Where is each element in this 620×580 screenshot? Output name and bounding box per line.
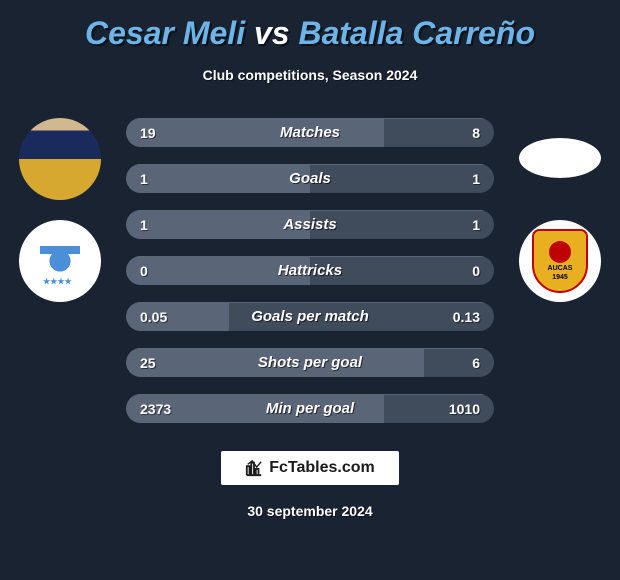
stat-row: 2373 Min per goal 1010: [126, 394, 494, 423]
right-badges: AUCAS 1945: [500, 118, 620, 302]
stat-row: 25 Shots per goal 6: [126, 348, 494, 377]
date-text: 30 september 2024: [247, 503, 372, 519]
bar-fill-left: [126, 118, 384, 147]
stat-label: Goals per match: [251, 308, 369, 325]
player2-avatar: [519, 138, 601, 178]
fctables-logo: FcTables.com: [221, 451, 399, 485]
stat-row: 0 Hattricks 0: [126, 256, 494, 285]
player2-club-badge: AUCAS 1945: [519, 220, 601, 302]
stat-value-left: 1: [140, 217, 148, 233]
stat-label: Min per goal: [266, 400, 354, 417]
stat-label: Hattricks: [278, 262, 342, 279]
player1-name: Cesar Meli: [85, 15, 245, 51]
stat-value-left: 2373: [140, 401, 171, 417]
stat-value-right: 6: [472, 355, 480, 371]
stat-label: Goals: [289, 170, 331, 187]
bar-fill-left: [126, 164, 310, 193]
stat-value-right: 1: [472, 171, 480, 187]
stat-label: Assists: [283, 216, 336, 233]
fctables-text: FcTables.com: [269, 459, 375, 477]
stat-bars: 19 Matches 8 1 Goals 1 1 Assists 1 0 Hattricks 0 0.0…: [120, 118, 500, 423]
stat-row: 1 Assists 1: [126, 210, 494, 239]
stat-label: Matches: [280, 124, 340, 141]
stat-value-left: 25: [140, 355, 156, 371]
player2-name: Batalla Carreño: [298, 15, 535, 51]
aucas-logo-icon: AUCAS 1945: [532, 229, 588, 293]
emelec-logo-icon: [35, 236, 85, 286]
stat-value-right: 0.13: [453, 309, 480, 325]
player1-avatar: [19, 118, 101, 200]
stat-value-right: 8: [472, 125, 480, 141]
stat-value-right: 1010: [449, 401, 480, 417]
player1-club-badge: [19, 220, 101, 302]
subtitle: Club competitions, Season 2024: [203, 67, 418, 83]
stat-value-right: 0: [472, 263, 480, 279]
fctables-icon: [245, 459, 263, 477]
stat-value-left: 0: [140, 263, 148, 279]
stat-row: 19 Matches 8: [126, 118, 494, 147]
stats-area: 19 Matches 8 1 Goals 1 1 Assists 1 0 Hattricks 0 0.0…: [0, 118, 620, 423]
vs-text: vs: [254, 15, 290, 51]
comparison-title: Cesar Meli vs Batalla Carreño: [85, 15, 535, 52]
stat-value-left: 19: [140, 125, 156, 141]
stat-value-left: 0.05: [140, 309, 167, 325]
left-badges: [0, 118, 120, 302]
stat-row: 0.05 Goals per match 0.13: [126, 302, 494, 331]
stat-value-left: 1: [140, 171, 148, 187]
stat-row: 1 Goals 1: [126, 164, 494, 193]
stat-label: Shots per goal: [258, 354, 362, 371]
stat-value-right: 1: [472, 217, 480, 233]
